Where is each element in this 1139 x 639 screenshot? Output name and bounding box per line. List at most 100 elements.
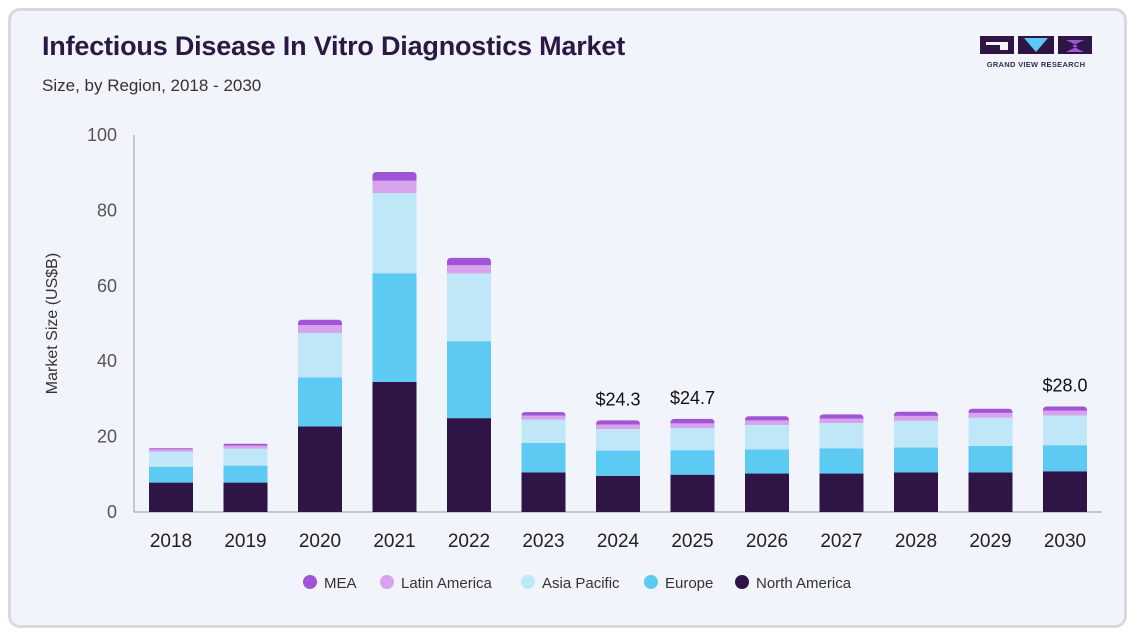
data-label: $24.3 — [595, 389, 640, 409]
bar-segment — [894, 420, 938, 448]
bar-segment — [670, 450, 715, 475]
bar-segment — [745, 424, 789, 450]
legend-item: Latin America — [380, 575, 493, 592]
y-tick-label: 20 — [97, 427, 117, 447]
bar-segment — [968, 417, 1013, 447]
bar-segment — [447, 265, 491, 274]
bar-segment — [596, 429, 640, 451]
bar-segment — [149, 448, 193, 450]
legend-swatch — [644, 575, 658, 589]
bar-segment — [521, 415, 566, 420]
x-tick-label: 2023 — [522, 531, 564, 552]
x-tick-label: 2019 — [224, 531, 266, 552]
bar-segment — [745, 420, 789, 425]
bar-segment — [670, 474, 715, 512]
data-label: $28.0 — [1042, 375, 1087, 395]
bar-segment — [447, 257, 491, 266]
legend-label: MEA — [324, 575, 357, 592]
legend-label: Latin America — [401, 575, 493, 592]
x-tick-label: 2025 — [671, 531, 713, 552]
legend-label: North America — [756, 575, 852, 592]
bar-segment — [1043, 445, 1087, 472]
bar-segment — [447, 341, 491, 419]
bar-segment — [521, 443, 566, 473]
grand-view-research-logo — [980, 36, 1092, 54]
chart-axes: 0 20 40 60 80 100 Market Size (US$B) 2018 2019 20… — [44, 125, 1102, 552]
bar-segment — [372, 273, 417, 382]
bar-segment — [968, 472, 1013, 512]
bar-segment — [968, 446, 1013, 473]
bar-stack-2025 — [670, 418, 715, 512]
legend-item: MEA — [303, 575, 357, 592]
bar-segment — [745, 449, 789, 474]
bar-segment — [819, 448, 864, 474]
x-tick-label: 2029 — [969, 531, 1011, 552]
bar-stack-2021 — [372, 171, 417, 512]
bar-segment — [596, 420, 640, 425]
y-tick-label: 100 — [87, 125, 117, 145]
y-tick-label: 0 — [107, 502, 117, 522]
legend-label: Europe — [665, 575, 713, 592]
x-tick-label: 2028 — [895, 531, 937, 552]
bar-segment — [968, 408, 1013, 413]
bar-segment — [670, 418, 715, 424]
bar-stack-2023 — [521, 412, 566, 512]
bar-segment — [968, 412, 1013, 418]
bar-segment — [223, 445, 268, 449]
bar-stack-2029 — [968, 408, 1013, 512]
bar-stack-2027 — [819, 414, 864, 512]
bar-segment — [298, 325, 342, 333]
bar-segment — [223, 465, 268, 483]
bar-stack-2022 — [447, 257, 491, 512]
x-tick-label: 2030 — [1044, 531, 1086, 552]
y-axis-label: Market Size (US$B) — [44, 253, 61, 394]
bar-segment — [447, 273, 491, 342]
bar-segment — [372, 171, 417, 181]
bar-segment — [596, 450, 640, 476]
y-tick-label: 80 — [97, 200, 117, 220]
bar-segment — [521, 412, 566, 416]
chart-data-labels: $24.3 $24.7 $28.0 — [595, 375, 1087, 409]
x-tick-label: 2021 — [373, 531, 415, 552]
bar-segment — [894, 415, 938, 421]
bar-stack-2028 — [894, 411, 938, 512]
bar-stack-2019 — [223, 443, 268, 512]
bar-segment — [372, 381, 417, 512]
bar-segment — [521, 472, 566, 512]
bar-stack-2026 — [745, 416, 789, 512]
chart-subtitle: Size, by Region, 2018 - 2030 — [42, 76, 262, 95]
legend-swatch — [380, 575, 394, 589]
legend-swatch — [735, 575, 749, 589]
bar-segment — [298, 319, 342, 326]
legend-item: Asia Pacific — [521, 575, 620, 592]
bar-segment — [819, 423, 864, 449]
y-tick-label: 40 — [97, 351, 117, 371]
bar-segment — [1043, 471, 1087, 512]
chart-card — [8, 8, 1127, 628]
bar-segment — [819, 414, 864, 419]
bar-segment — [894, 447, 938, 473]
bar-segment — [745, 473, 789, 512]
chart-title: Infectious Disease In Vitro Diagnostics … — [42, 31, 625, 61]
y-tick-label: 60 — [97, 276, 117, 296]
bar-segment — [298, 332, 342, 378]
bar-segment — [298, 426, 342, 512]
bar-segment — [819, 418, 864, 424]
bar-stack-2020 — [298, 319, 342, 512]
x-tick-label: 2027 — [820, 531, 862, 552]
bar-stack-2018 — [149, 448, 193, 512]
legend-item: Europe — [644, 575, 713, 592]
bar-segment — [149, 482, 193, 512]
bar-segment — [894, 411, 938, 416]
bar-segment — [894, 472, 938, 512]
bar-segment — [521, 419, 566, 444]
x-tick-label: 2024 — [597, 531, 640, 552]
bar-segment — [223, 443, 268, 446]
x-tick-label: 2018 — [150, 531, 192, 552]
data-label: $24.7 — [670, 388, 715, 408]
bar-segment — [149, 449, 193, 452]
bar-segment — [149, 466, 193, 483]
bar-segment — [372, 180, 417, 194]
x-tick-label: 2022 — [448, 531, 490, 552]
legend-swatch — [521, 575, 535, 589]
